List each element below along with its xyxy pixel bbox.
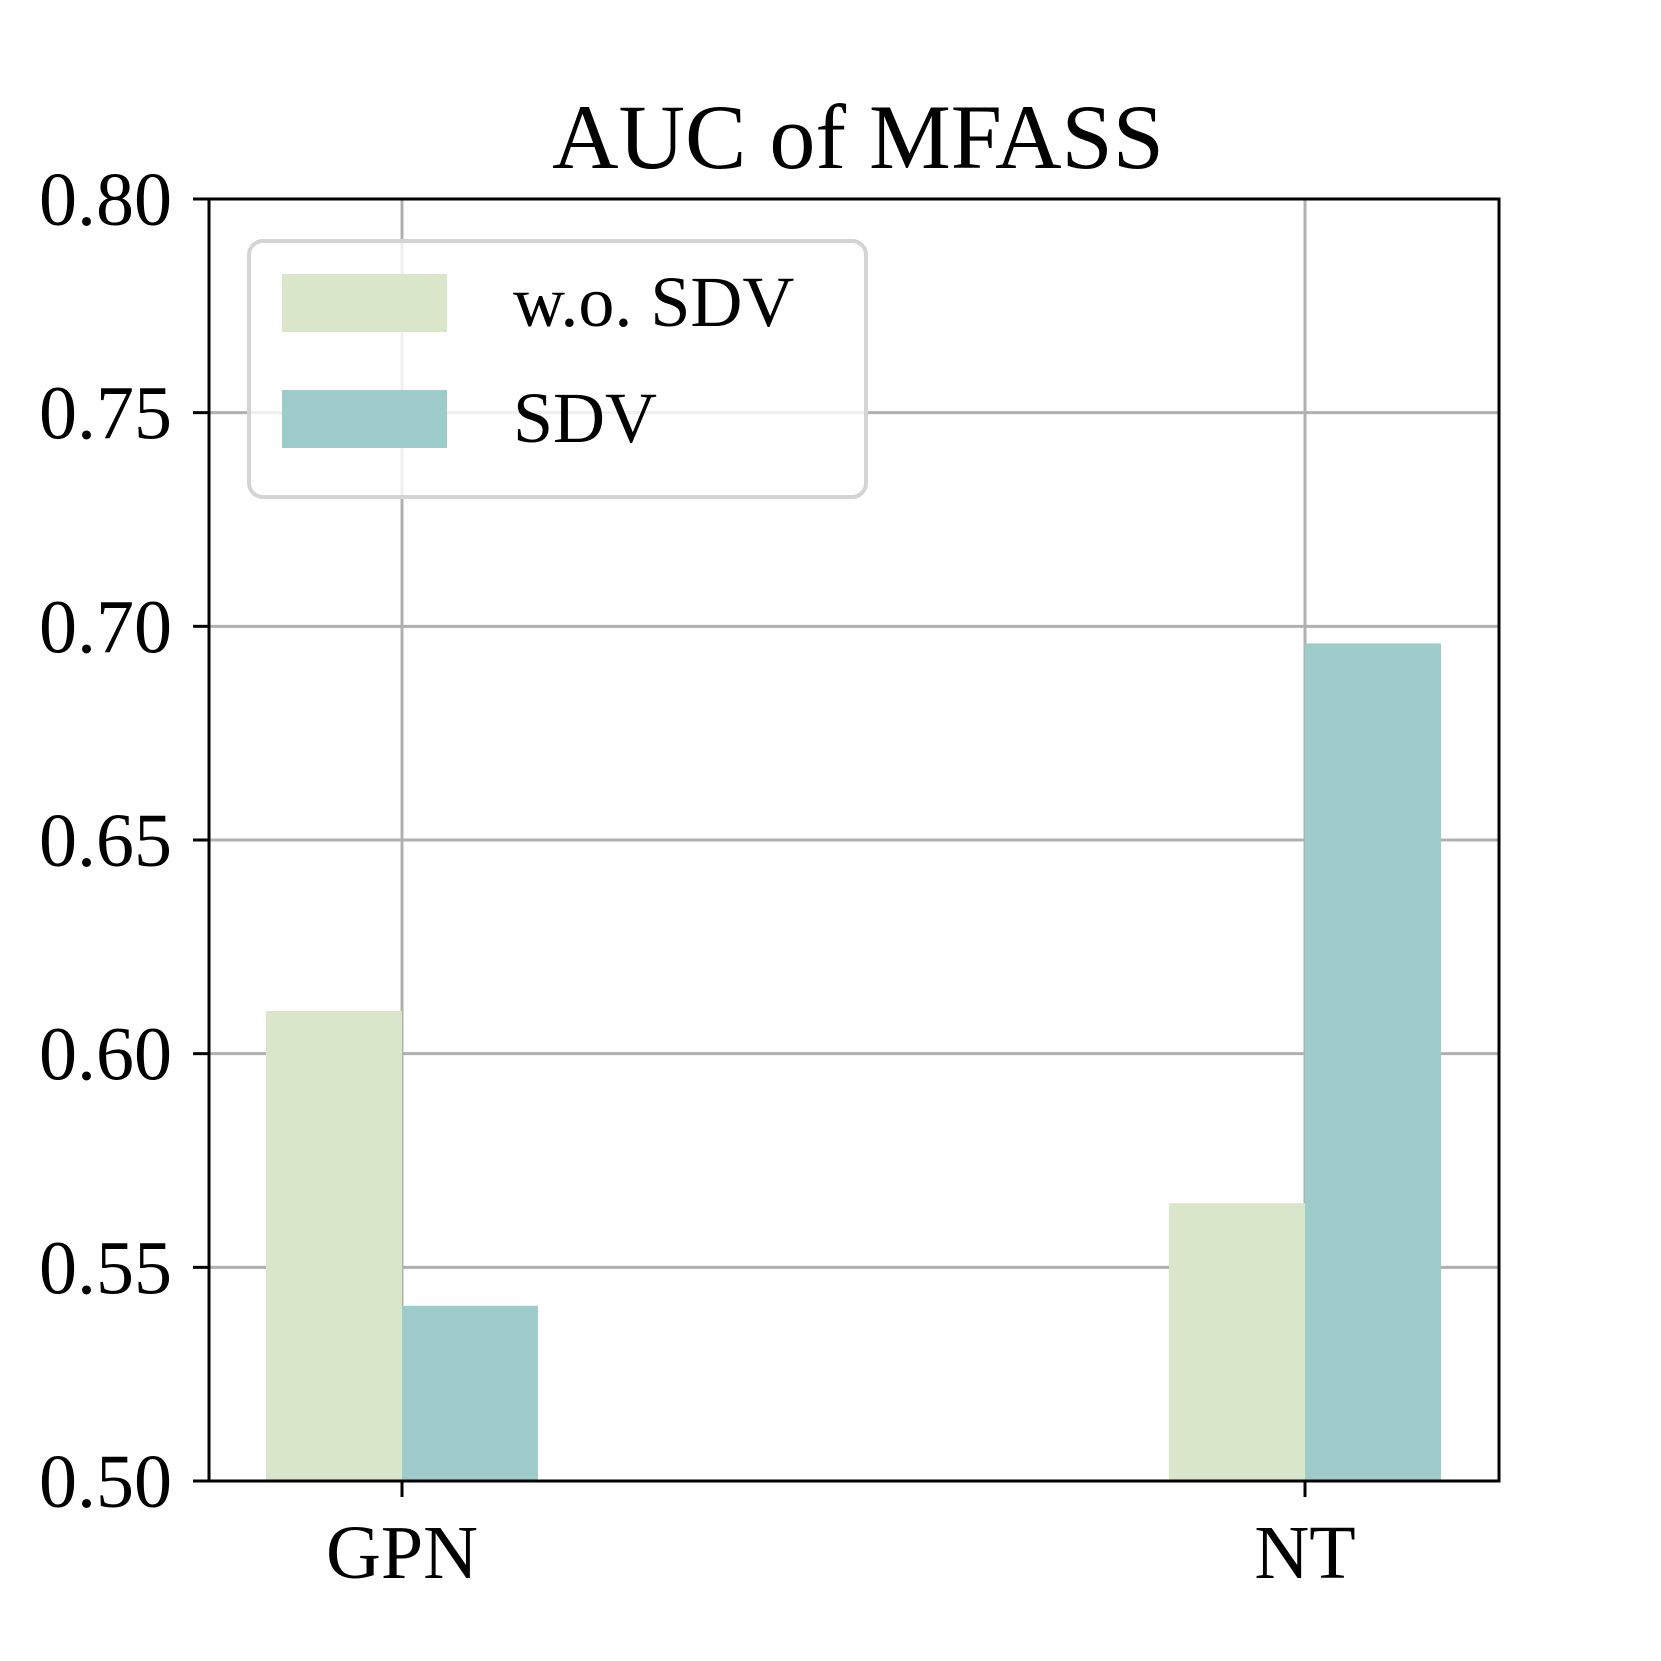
y-tick-label: 0.55 — [39, 1226, 172, 1310]
x-tick-label: NT — [1254, 1511, 1355, 1595]
bar-nt-wo-sdv — [1169, 1203, 1305, 1481]
legend: w.o. SDV SDV — [247, 239, 868, 499]
y-tick-label: 0.60 — [39, 1013, 172, 1097]
y-tick-label: 0.75 — [39, 372, 172, 456]
chart-title: AUC of MFASS — [552, 86, 1164, 188]
axis-layer: 0.50 0.55 0.60 0.65 0.70 0.75 0.80 GPN NT — [39, 158, 1501, 1595]
bar-gpn-wo-sdv — [266, 1010, 402, 1481]
legend-label: w.o. SDV — [513, 262, 794, 342]
legend-swatch — [282, 390, 447, 448]
bar-nt-sdv — [1305, 643, 1441, 1481]
y-tick-label: 0.70 — [39, 585, 172, 669]
y-tick-label: 0.50 — [39, 1440, 172, 1524]
legend-label: SDV — [513, 378, 657, 458]
bar-layer — [266, 643, 1441, 1481]
y-tick-label: 0.80 — [39, 158, 172, 242]
y-tick-label: 0.65 — [39, 799, 172, 883]
bar-gpn-sdv — [402, 1305, 538, 1481]
x-tick-label: GPN — [326, 1511, 478, 1595]
legend-swatch — [282, 274, 447, 332]
